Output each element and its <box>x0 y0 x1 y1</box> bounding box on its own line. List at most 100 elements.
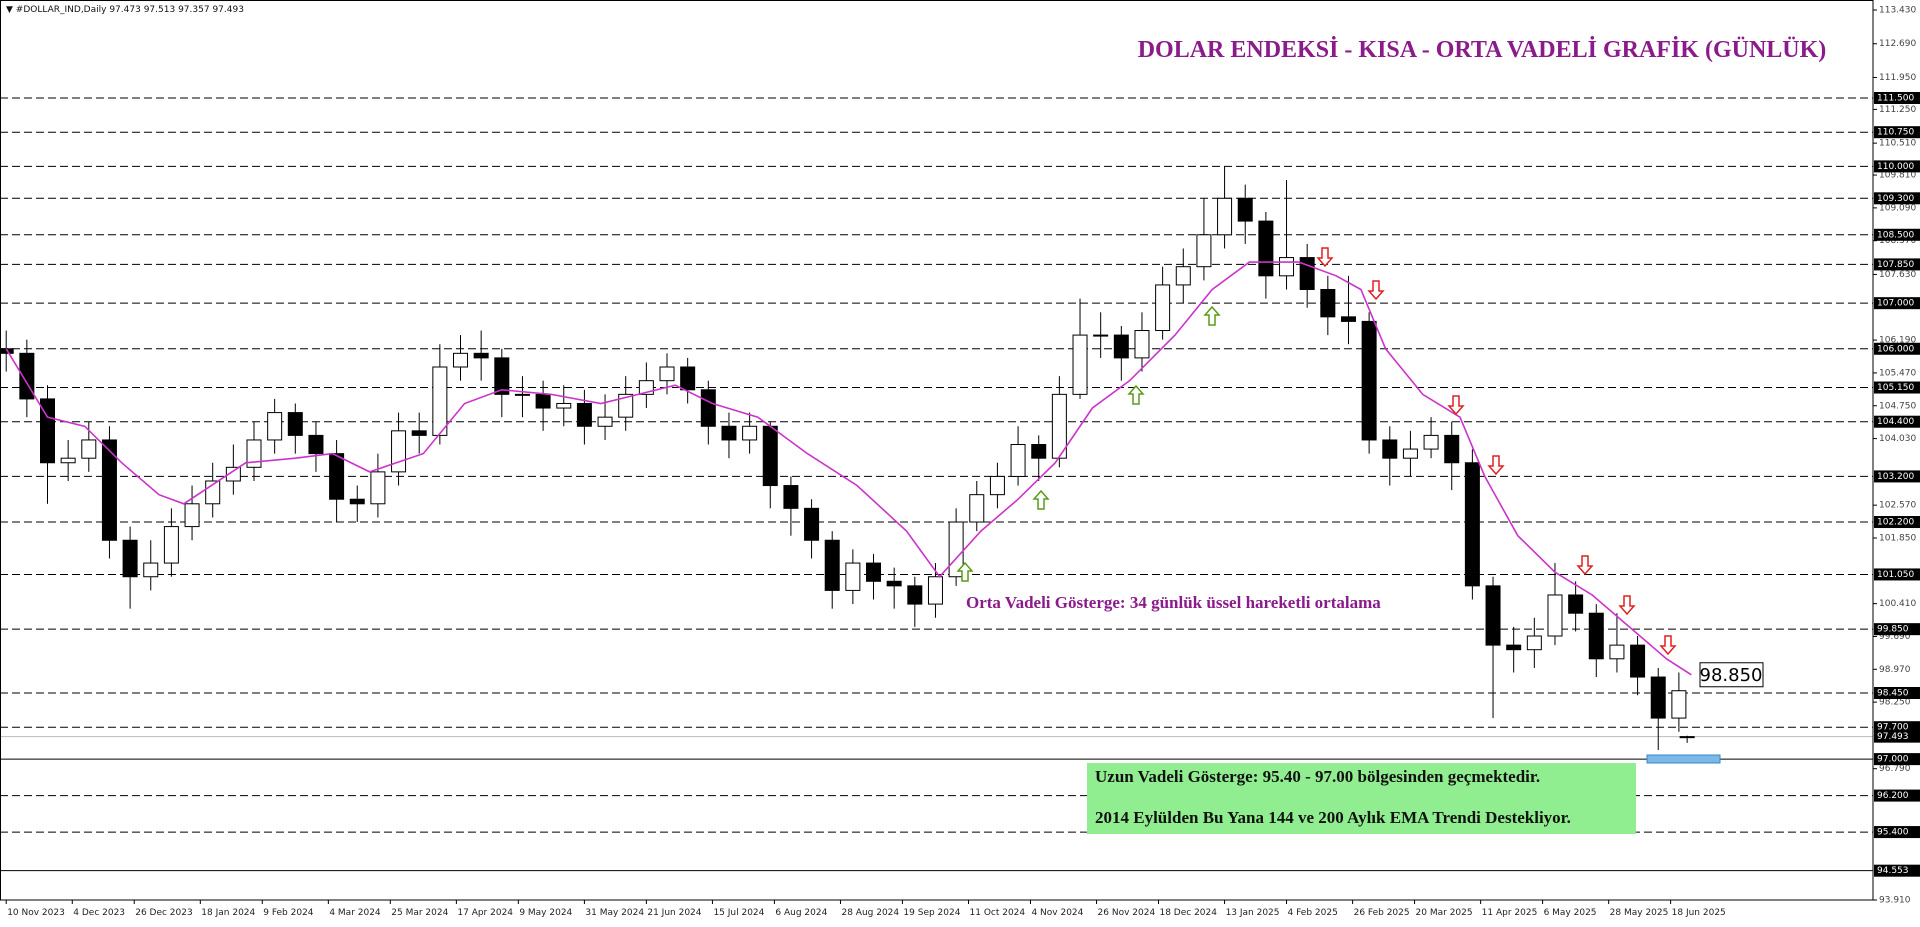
down-arrow <box>1316 247 1334 268</box>
ema-callout-box <box>1699 662 1764 688</box>
candle-body <box>659 366 675 382</box>
candle-body <box>163 526 179 564</box>
candle-body <box>1588 612 1604 660</box>
price-label: 97.493 <box>1877 732 1909 742</box>
level-label: 98.450 <box>1877 689 1909 699</box>
level-label-bg <box>1874 126 1920 139</box>
level-label: 111.500 <box>1877 93 1914 103</box>
candle-body <box>969 494 985 523</box>
y-tick-label: 110.510 <box>1879 139 1916 149</box>
candle-body <box>824 539 840 591</box>
level-label-bg <box>1874 91 1920 104</box>
up-arrow <box>956 561 974 582</box>
candle-body <box>494 357 510 395</box>
candle-body <box>453 352 469 368</box>
level-label: 104.400 <box>1877 417 1914 427</box>
x-tick-label: 4 Dec 2023 <box>73 908 125 918</box>
level-label: 97.700 <box>1877 723 1909 733</box>
candle-body <box>845 562 861 591</box>
candle-body <box>700 389 716 427</box>
candle-body <box>866 562 882 582</box>
y-tick-label: 98.970 <box>1879 665 1911 675</box>
x-tick-label: 18 Dec 2024 <box>1159 908 1217 918</box>
candle-body <box>329 453 345 500</box>
level-label: 107.850 <box>1877 260 1914 270</box>
level-label: 102.200 <box>1877 518 1914 528</box>
y-tick-label: 107.630 <box>1879 270 1916 280</box>
candle-body <box>1444 434 1460 464</box>
candle-body <box>1217 197 1233 236</box>
support-zone <box>1646 754 1721 764</box>
candle-body <box>762 425 778 487</box>
candle-body <box>1237 197 1253 222</box>
x-tick-label: 9 Feb 2024 <box>263 908 314 918</box>
candle-body <box>1258 220 1274 277</box>
last-low: 97.357 <box>178 5 210 15</box>
candle-body <box>514 393 530 396</box>
level-label: 110.750 <box>1877 128 1914 138</box>
y-tick-label: 106.190 <box>1879 336 1916 346</box>
level-label-bg <box>1874 687 1920 700</box>
candle-body <box>1134 330 1150 359</box>
level-label-bg <box>1874 516 1920 529</box>
x-tick-label: 28 May 2025 <box>1610 908 1669 918</box>
level-label: 99.850 <box>1877 625 1909 635</box>
last-open: 97.473 <box>109 5 141 15</box>
y-tick-label: 102.570 <box>1879 501 1916 511</box>
level-label: 103.200 <box>1877 472 1914 482</box>
info-line: Uzun Vadeli Gösterge: 95.40 - 97.00 bölg… <box>1095 767 1540 786</box>
level-label: 101.050 <box>1877 570 1914 580</box>
ema-annotation: Orta Vadeli Gösterge: 34 günlük üssel ha… <box>966 593 1381 612</box>
x-tick-label: 15 Jul 2024 <box>713 908 764 918</box>
up-arrow <box>1032 489 1050 510</box>
level-label-bg <box>1874 228 1920 241</box>
candle-body <box>680 366 696 391</box>
y-tick-label: 98.250 <box>1879 698 1911 708</box>
y-tick-label: 105.470 <box>1879 368 1916 378</box>
candle-body <box>1630 644 1646 678</box>
candle-body <box>1279 257 1295 277</box>
level-label: 105.150 <box>1877 383 1914 393</box>
candle-body <box>1402 448 1418 459</box>
y-tick-label: 111.250 <box>1879 105 1916 115</box>
candle-body <box>1031 444 1047 459</box>
y-tick-label: 111.950 <box>1879 73 1916 83</box>
down-arrow <box>1618 595 1636 616</box>
signal-arrows <box>956 247 1677 656</box>
candle-body <box>391 430 407 473</box>
y-tick-label: 112.690 <box>1879 39 1916 49</box>
x-tick-label: 18 Jan 2024 <box>201 908 255 918</box>
candle-body <box>576 402 592 427</box>
y-tick-label: 109.090 <box>1879 203 1916 213</box>
chart-title: DOLAR ENDEKSİ - KISA - ORTA VADELİ GRAFİ… <box>1138 37 1827 63</box>
candle-body <box>783 485 799 509</box>
x-tick-label: 4 Feb 2025 <box>1288 908 1338 918</box>
x-tick-label: 11 Apr 2025 <box>1482 908 1538 918</box>
candle-body <box>1464 462 1480 587</box>
level-label: 110.000 <box>1877 162 1914 172</box>
candle-body <box>1568 594 1584 614</box>
candle-body <box>1423 434 1439 450</box>
x-tick-label: 31 May 2024 <box>585 908 644 918</box>
candle-body <box>597 416 613 427</box>
candle-body <box>1650 676 1666 719</box>
level-label-bg <box>1874 623 1920 636</box>
candle-body <box>1196 234 1212 268</box>
candle-body <box>1382 439 1398 459</box>
candle-body <box>308 434 324 455</box>
candle-body <box>1340 316 1356 322</box>
candle-body <box>432 366 448 436</box>
x-tick-label: 9 May 2024 <box>519 908 572 918</box>
x-tick-label: 4 Mar 2024 <box>329 908 381 918</box>
x-tick-label: 28 Aug 2024 <box>841 908 899 918</box>
x-tick-label: 19 Sep 2024 <box>903 908 960 918</box>
candle-body <box>1361 320 1377 441</box>
level-label-bg <box>1874 160 1920 173</box>
candle-body <box>1671 690 1687 719</box>
candle-body <box>556 402 572 409</box>
x-tick-label: 18 Jun 2025 <box>1672 908 1726 918</box>
level-label-bg <box>1874 826 1920 839</box>
x-tick-label: 26 Dec 2023 <box>135 908 193 918</box>
level-label-bg <box>1874 568 1920 581</box>
level-label-bg <box>1874 381 1920 394</box>
